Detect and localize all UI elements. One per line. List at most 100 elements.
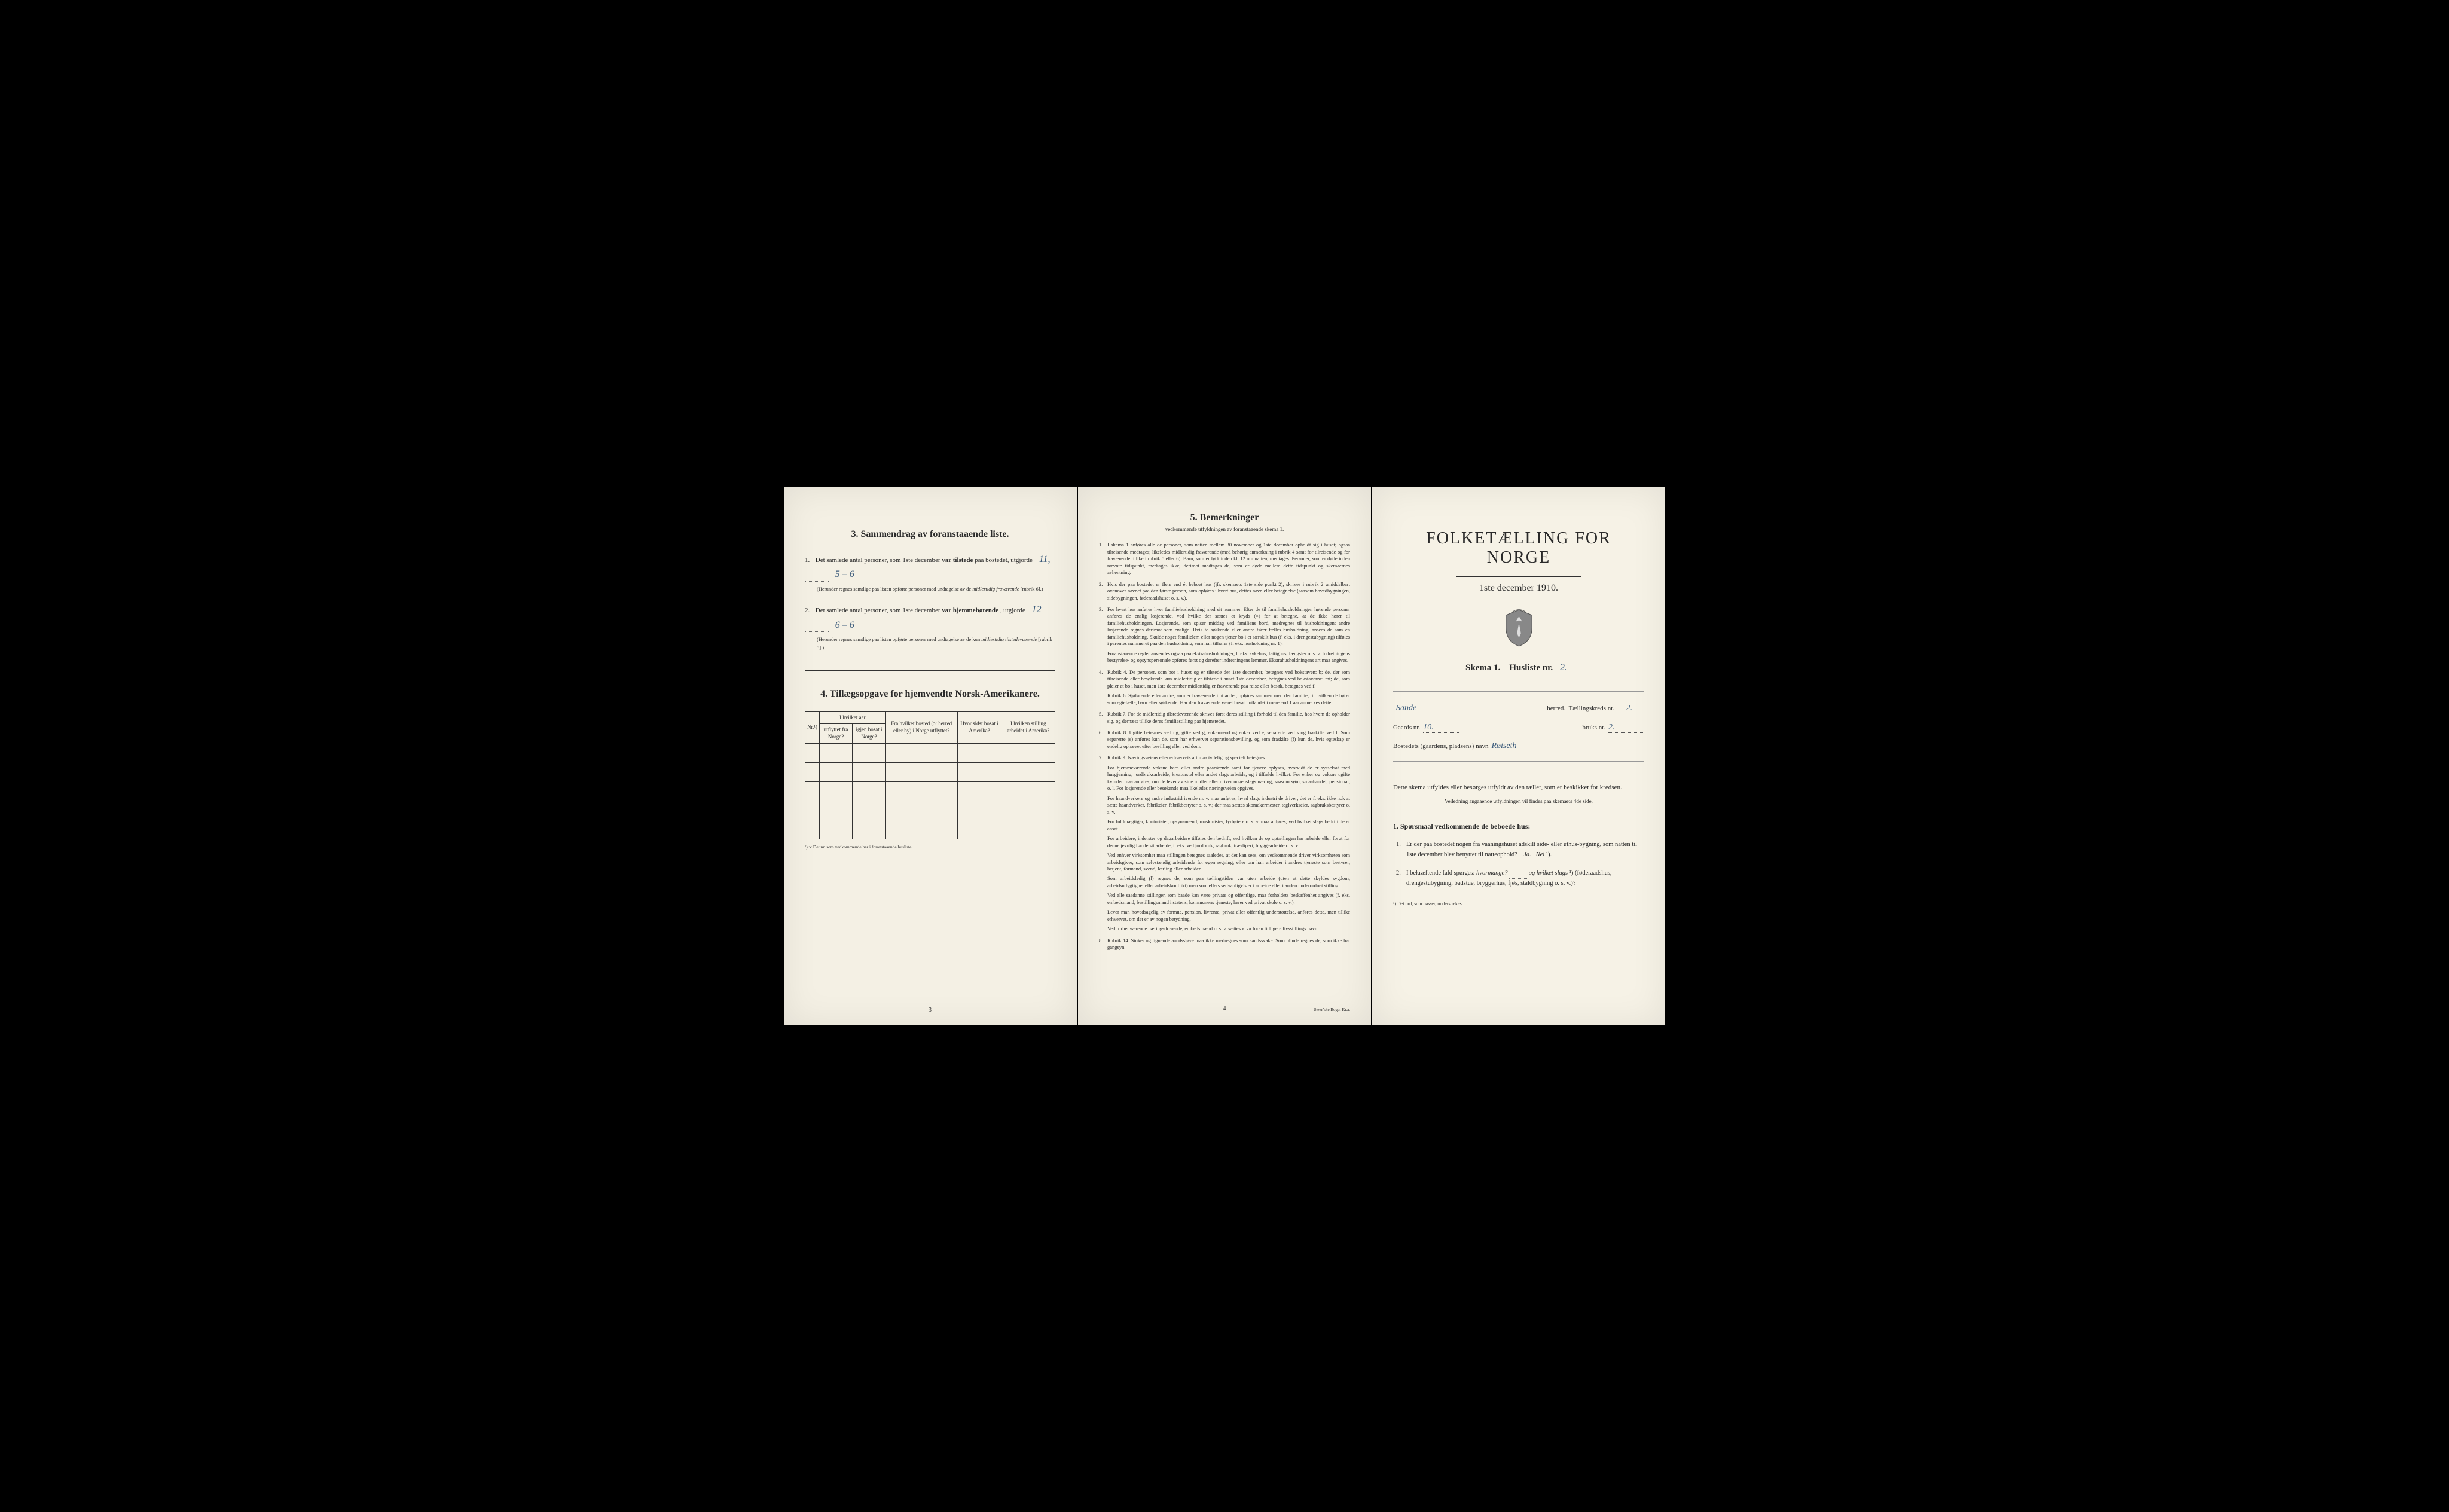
th-col4: Hvor sidst bosat i Amerika? [957,711,1001,743]
rule2 [805,621,829,633]
rule [805,570,829,582]
document-container: 3. Sammendrag av foranstaaende liste. 1.… [784,487,1665,1025]
mid-extra: For arbeidere, inderster og dagarbeidere… [1107,835,1350,849]
fp2i: midlertidig tilstedeværende [981,636,1037,642]
item1-value1: 11, [1034,554,1055,564]
mid-item: Rubrik 14. Sinker og lignende aandssløve… [1099,937,1350,951]
mid-extra: For fuldmægtiger, kontorister, opsynsmæn… [1107,818,1350,832]
section4-footnote: ¹) ɔ: Det nr. som vedkommende har i fora… [805,844,1055,850]
mid-item: Hvis der paa bostedet er flere end ét be… [1099,581,1350,601]
mid-item-text: Rubrik 4. De personer, som bor i huset o… [1107,669,1350,689]
table-cell [805,820,820,839]
table-cell [1001,801,1055,820]
bosted-value: Røiseth [1491,741,1516,750]
title-rule [1456,576,1581,577]
table-cell [819,781,852,801]
item2-value1: 12 [1027,604,1046,615]
section5-subtitle: vedkommende utfyldningen av foranstaaend… [1099,526,1350,533]
mid-item: Rubrik 4. De personer, som bor i huset o… [1099,669,1350,706]
q2-text: I bekræftende fald spørges: [1406,870,1476,876]
table-cell [819,762,852,781]
table-cell [957,820,1001,839]
table-cell [1001,762,1055,781]
table-cell [885,801,957,820]
q-section-title: 1. Spørsmaal vedkommende de beboede hus: [1393,822,1644,831]
main-title: FOLKETÆLLING FOR NORGE [1393,529,1644,567]
table-cell [819,820,852,839]
mid-extra: For haandverkere og andre industridriven… [1107,795,1350,815]
mid-item: Rubrik 7. For de midlertidig tilstedevær… [1099,711,1350,725]
mid-extra: Foranstaaende regler anvendes ogsaa paa … [1107,650,1350,664]
fp1: (Herunder regnes samtlige paa listen opf… [817,586,972,592]
date-line: 1ste december 1910. [1393,583,1644,594]
item2-text2: , utgjorde [1000,607,1027,614]
table-cell [805,762,820,781]
table-cell [1001,820,1055,839]
section3-item1: 1. Det samlede antal personer, som 1ste … [805,552,1055,594]
table-cell [1001,743,1055,762]
table-cell [885,820,957,839]
skema-label: Skema 1. [1465,663,1500,673]
mid-item: Rubrik 9. Næringsveiens eller erhvervets… [1099,755,1350,932]
mid-extra: Som arbeidsledig (l) regnes de, som paa … [1107,875,1350,889]
mid-item: Rubrik 8. Ugifte betegnes ved ug, gifte … [1099,729,1350,750]
th-col3: Fra hvilket bosted (ɔ: herred eller by) … [885,711,957,743]
fp2: (Herunder regnes samtlige paa listen opf… [817,636,981,642]
item2-fineprint: (Herunder regnes samtlige paa listen opf… [805,636,1055,652]
q1-num: 1. [1396,840,1401,850]
table-cell [853,743,886,762]
th-col5: I hvilken stilling arbeidet i Amerika? [1001,711,1055,743]
table-cell [957,743,1001,762]
section4-title: 4. Tillægsopgave for hjemvendte Norsk-Am… [805,689,1055,700]
q2-i2: hvilket slags [1537,870,1568,876]
page-number-middle: 4 [1223,1005,1226,1013]
section5-list: I skema 1 anføres alle de personer, som … [1099,542,1350,951]
item2-bold: var hjemmehørende [942,607,998,614]
q2-sup: ¹) [1569,870,1574,876]
divider [805,670,1055,671]
th-col2a: utflyttet fra Norge? [819,724,852,743]
mid-item: For hvert hus anføres hver familiehushol… [1099,606,1350,664]
q1-ja: Ja. [1523,851,1531,858]
item1-value2: 5 – 6 [830,569,859,579]
small-note: Veiledning angaaende utfyldningen vil fi… [1393,798,1644,804]
mid-extra: Rubrik 6. Sjøfarende eller andre, som er… [1107,692,1350,706]
mid-extra: Ved enhver virksomhet maa stillingen bet… [1107,852,1350,872]
table-cell [853,781,886,801]
table-cell [957,762,1001,781]
bruks-value: 2. [1608,723,1615,732]
section3-title: 3. Sammendrag av foranstaaende liste. [805,529,1055,540]
q2-mid: og [1529,870,1537,876]
kreds-value: 2. [1626,704,1633,713]
q1-nei: Nei [1536,851,1545,858]
item1-text1: Det samlede antal personer, som 1ste dec… [816,557,942,564]
mid-extra: Ved forhenværende næringsdrivende, embed… [1107,925,1350,932]
table-cell [1001,781,1055,801]
herred-value: Sande [1396,704,1416,713]
page-number-left: 3 [929,1007,932,1013]
table-cell [885,781,957,801]
page-middle: 5. Bemerkninger vedkommende utfyldningen… [1078,487,1371,1025]
q1: 1. Er der paa bostedet nogen fra vaaning… [1393,840,1644,860]
item1-bold: var tilstede [942,557,973,564]
table-cell [885,743,957,762]
q2-blank [1509,869,1527,879]
herred-label: herred. [1547,705,1565,712]
fp1e: [rubrik 6].) [1021,586,1043,592]
bosted-line: Bostedets (gaardens, pladsens) navn Røis… [1393,741,1644,752]
th-col2b: igjen bosat i Norge? [853,724,886,743]
table-cell [957,801,1001,820]
table-cell [805,801,820,820]
section3-item2: 2. Det samlede antal personer, som 1ste … [805,602,1055,652]
page-left: 3. Sammendrag av foranstaaende liste. 1.… [784,487,1077,1025]
th-col1: Nr.¹) [805,711,820,743]
item1-num: 1. [805,555,814,566]
bosted-label: Bostedets (gaardens, pladsens) navn [1393,743,1488,750]
table-cell [853,801,886,820]
mid-extra: For hjemmeværende voksne barn eller andr… [1107,765,1350,792]
herred-line: Sande herred. Tællingskreds nr. 2. [1393,704,1644,714]
q2: 2. I bekræftende fald spørges: hvormange… [1393,869,1644,890]
table-cell [885,762,957,781]
section5-title: 5. Bemerkninger [1099,511,1350,524]
q1-sup: ¹). [1546,851,1552,858]
